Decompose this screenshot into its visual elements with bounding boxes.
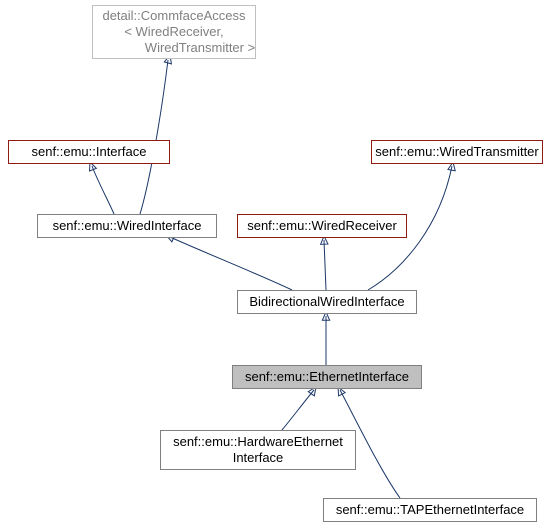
- node-label-line: WiredTransmitter >: [93, 40, 255, 56]
- node-label-line: senf::emu::EthernetInterface: [245, 369, 409, 385]
- node-label-line: BidirectionalWiredInterface: [249, 294, 404, 310]
- node-label-line: Interface: [233, 450, 284, 466]
- node-label-line: senf::emu::WiredTransmitter: [375, 144, 539, 160]
- edge-hardware-ethernet: [282, 387, 316, 430]
- node-tap[interactable]: senf::emu::TAPEthernetInterface: [323, 498, 537, 522]
- edge-bidi-wiredinterface: [166, 235, 292, 290]
- node-label-line: senf::emu::TAPEthernetInterface: [336, 502, 524, 518]
- edge-bidi-wiredreceiver: [321, 236, 328, 290]
- node-label-line: senf::emu::Interface: [32, 144, 147, 160]
- node-label-line: senf::emu::WiredReceiver: [247, 218, 397, 234]
- node-ethernet: senf::emu::EthernetInterface: [232, 365, 422, 389]
- node-interface[interactable]: senf::emu::Interface: [8, 140, 170, 164]
- node-label-line: senf::emu::WiredInterface: [53, 218, 202, 234]
- node-label-line: < WiredReceiver,: [124, 24, 223, 40]
- node-wiredreceiver[interactable]: senf::emu::WiredReceiver: [237, 214, 407, 238]
- node-wiredinterface[interactable]: senf::emu::WiredInterface: [37, 214, 217, 238]
- node-label-line: detail::CommfaceAccess: [102, 8, 245, 24]
- node-wiredtransmitter[interactable]: senf::emu::WiredTransmitter: [371, 140, 543, 164]
- node-hardware[interactable]: senf::emu::HardwareEthernetInterface: [160, 430, 356, 470]
- edge-wiredinterface-interface: [90, 162, 114, 214]
- node-bidi: BidirectionalWiredInterface: [237, 290, 417, 314]
- edge-wiredinterface-commface: [140, 55, 171, 214]
- node-commface[interactable]: detail::CommfaceAccess< WiredReceiver,Wi…: [92, 5, 256, 59]
- node-label-line: senf::emu::HardwareEthernet: [173, 434, 343, 450]
- edge-ethernet-bidi: [322, 312, 329, 365]
